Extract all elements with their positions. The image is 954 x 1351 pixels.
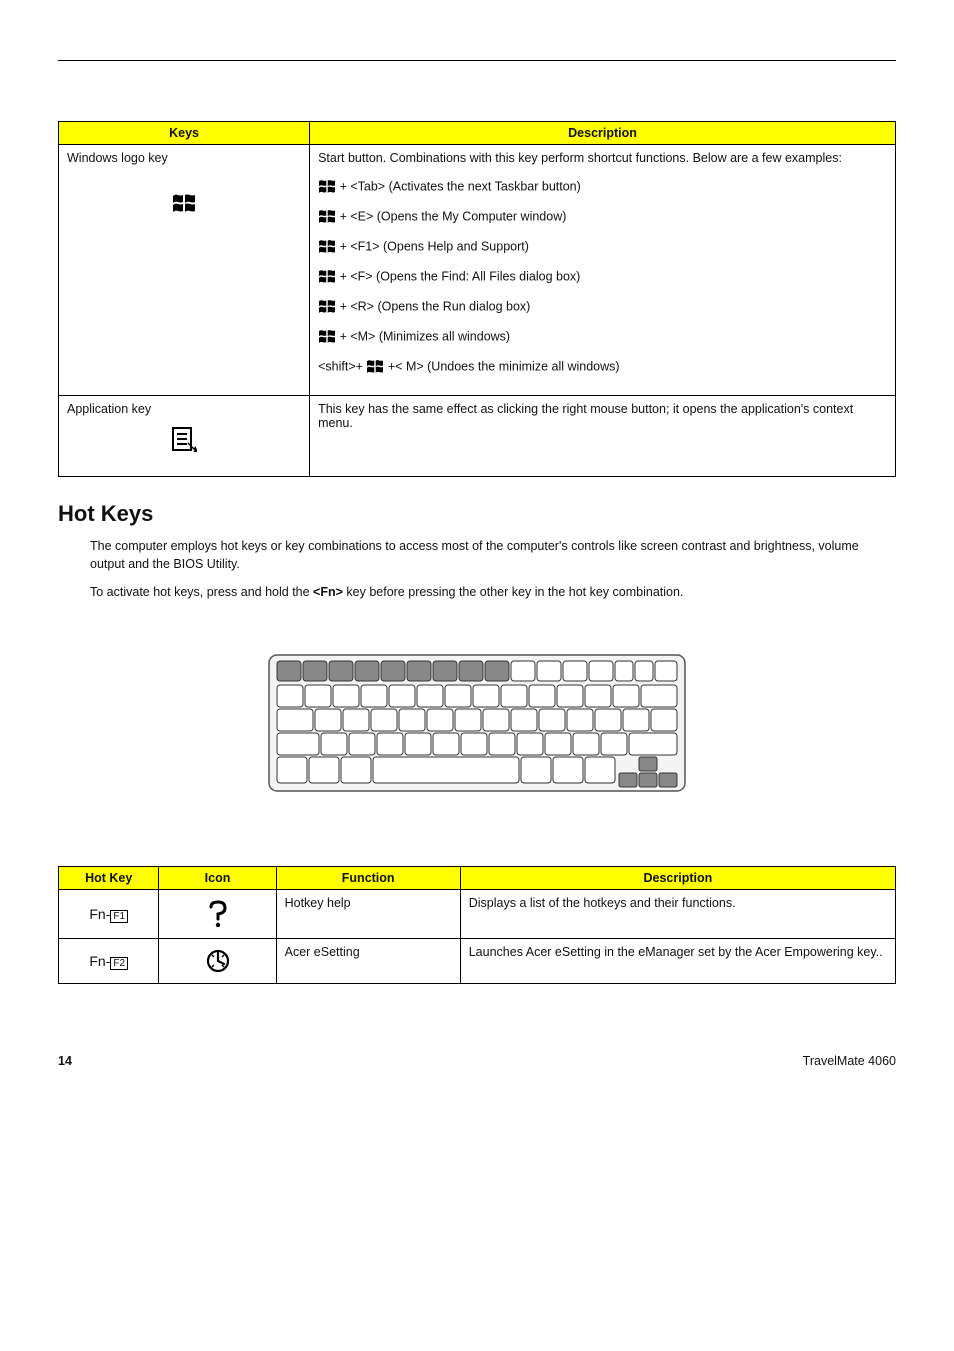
shift-prefix: <shift>+ [318, 359, 366, 373]
hotkey-header: Hot Key [59, 867, 159, 890]
function-cell: Hotkey help [276, 890, 460, 939]
desc-cell: Displays a list of the hotkeys and their… [460, 890, 895, 939]
desc-cell: Launches Acer eSetting in the eManager s… [460, 939, 895, 984]
windows-logo-icon [318, 329, 336, 345]
combo-text: + <E> (Opens the My Computer window) [336, 209, 566, 223]
application-key-icon [169, 424, 199, 454]
windows-logo-icon [318, 179, 336, 195]
keyboard-illustration [267, 651, 687, 796]
hotkeys-para-1: The computer employs hot keys or key com… [90, 537, 896, 573]
function-header: Function [276, 867, 460, 890]
keys-header: Keys [59, 122, 310, 145]
combo-text: + <F> (Opens the Find: All Files dialog … [336, 269, 580, 283]
windows-logo-icon [172, 193, 196, 215]
combo-text: + <Tab> (Activates the next Taskbar butt… [336, 179, 581, 193]
windows-logo-icon [318, 299, 336, 315]
windows-logo-icon [318, 239, 336, 255]
win-desc-intro: Start button. Combinations with this key… [318, 151, 887, 165]
table-row: Fn-F1 Hotkey help Displays a list of the… [59, 890, 896, 939]
esetting-icon [206, 949, 230, 973]
hotkeys-table: Hot Key Icon Function Description Fn-F1 … [58, 866, 896, 984]
hotkeys-heading: Hot Keys [58, 501, 896, 527]
shift-suffix: +< M> (Undoes the minimize all windows) [384, 359, 619, 373]
question-icon [207, 900, 229, 928]
page-number: 14 [58, 1054, 72, 1068]
windows-logo-icon [318, 269, 336, 285]
hotkey-label: Fn-F2 [89, 953, 128, 969]
desc-header: Description [310, 122, 896, 145]
windows-key-label: Windows logo key [67, 151, 301, 165]
desc-header: Description [460, 867, 895, 890]
combo-text: + <R> (Opens the Run dialog box) [336, 299, 530, 313]
table-row: Windows logo key Start button. Combinati… [59, 145, 896, 396]
icon-header: Icon [159, 867, 276, 890]
app-key-label: Application key [67, 402, 301, 416]
app-key-desc: This key has the same effect as clicking… [318, 402, 887, 430]
combo-text: + <F1> (Opens Help and Support) [336, 239, 529, 253]
hotkey-label: Fn-F1 [89, 906, 128, 922]
combo-text: + <M> (Minimizes all windows) [336, 329, 510, 343]
windows-logo-icon [366, 359, 384, 375]
function-cell: Acer eSetting [276, 939, 460, 984]
windows-logo-icon [318, 209, 336, 225]
page-footer: 14 TravelMate 4060 [58, 1054, 896, 1068]
hotkeys-para-2: To activate hot keys, press and hold the… [90, 583, 896, 601]
keys-table: Keys Description Windows logo key [58, 121, 896, 477]
footer-model: TravelMate 4060 [803, 1054, 896, 1068]
table-row: Fn-F2 Acer eSetting Launches Acer eSetti… [59, 939, 896, 984]
table-row: Application key This key has the same ef… [59, 396, 896, 477]
